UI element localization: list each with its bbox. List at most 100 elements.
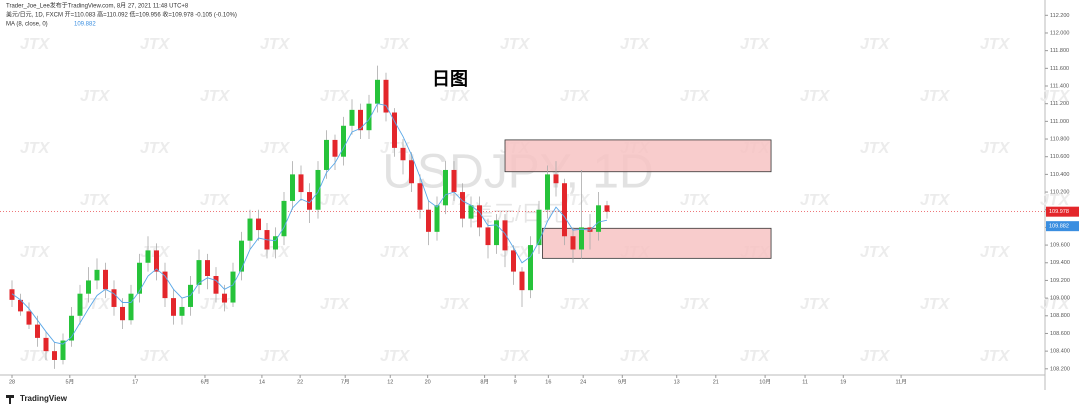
candle-body — [579, 227, 584, 250]
y-tick-label: 111.600 — [1050, 66, 1069, 72]
x-tick-label: 13 — [674, 379, 680, 385]
candle-body — [298, 174, 304, 193]
candle-body — [213, 276, 219, 294]
x-tick-label: 6月 — [201, 378, 210, 385]
y-tick-label: 109.600 — [1050, 243, 1070, 249]
candle-body — [103, 269, 108, 290]
x-tick-label: 19 — [840, 379, 846, 385]
ma-price-box — [1046, 221, 1079, 232]
candle-body — [502, 220, 508, 251]
x-tick-label: 16 — [545, 379, 551, 385]
candle-body — [9, 289, 15, 300]
y-tick-label: 112.200 — [1050, 13, 1069, 19]
x-tick-label: 9 — [514, 379, 517, 385]
x-tick-label: 8月 — [480, 378, 489, 385]
candle-body — [196, 260, 202, 285]
candle-body — [26, 311, 32, 325]
symbol-subtitle: 美元/日元 — [471, 201, 565, 226]
candle-body — [205, 260, 210, 277]
watermark: JTX — [980, 140, 1011, 157]
watermark: JTX — [440, 296, 471, 313]
watermark: JTX — [740, 348, 771, 365]
watermark: JTX — [920, 88, 951, 105]
candle-body — [307, 192, 312, 210]
ma-value: 109.882 — [74, 22, 96, 28]
candle-body — [145, 250, 151, 263]
x-tick-label: 11 — [802, 379, 808, 385]
candle-body — [281, 200, 287, 237]
watermark: JTX — [200, 88, 231, 105]
candle-body — [434, 205, 440, 232]
candle-body — [43, 337, 49, 352]
watermark: JTX — [860, 36, 891, 53]
watermark: JTX — [380, 348, 411, 365]
watermark: JTX — [320, 296, 351, 313]
candle-body — [341, 125, 346, 157]
watermark: JTX — [260, 140, 291, 157]
candle-body — [273, 236, 278, 250]
candle-body — [375, 79, 380, 104]
candle-body — [519, 271, 525, 291]
x-tick-label: 17 — [132, 379, 138, 385]
x-tick-label: 21 — [713, 379, 719, 385]
candle-body — [179, 306, 185, 316]
candle-body — [383, 79, 389, 113]
candle-body — [562, 183, 567, 237]
candle-body — [94, 269, 100, 281]
x-tick-label: 7月 — [341, 378, 350, 385]
candle-body — [128, 293, 134, 321]
y-tick-label: 112.000 — [1050, 30, 1069, 36]
candle-body — [485, 227, 491, 246]
watermark: JTX — [680, 88, 711, 105]
y-tick-label: 110.600 — [1050, 154, 1069, 160]
candle-body — [290, 174, 295, 201]
candle-body — [358, 109, 363, 131]
x-tick-label: 14 — [259, 379, 265, 385]
watermark: JTX — [260, 348, 291, 365]
watermark: JTX — [20, 348, 51, 365]
watermark: JTX — [440, 88, 471, 105]
watermark: JTX — [560, 296, 591, 313]
last-price-box — [1046, 206, 1079, 217]
watermark: JTX — [80, 192, 111, 209]
watermark: JTX — [980, 348, 1011, 365]
watermark: JTX — [380, 244, 411, 261]
x-tick-label: 12 — [387, 379, 393, 385]
candle-body — [366, 103, 372, 131]
watermark: JTX — [1040, 296, 1071, 313]
watermark: JTX — [200, 192, 231, 209]
x-tick-label: 9月 — [618, 378, 627, 385]
y-tick-label: 110.800 — [1050, 136, 1069, 142]
watermark: JTX — [800, 296, 831, 313]
candle-body — [409, 160, 414, 184]
header-line: Trader_Joe_Lee发布于TradingView.com, 8月 27,… — [6, 2, 189, 10]
header-line: MA (8, close, 0) — [6, 22, 48, 28]
candle-body — [315, 169, 321, 210]
x-tick-label: 24 — [580, 379, 586, 385]
y-tick-label: 108.200 — [1050, 366, 1070, 372]
watermark: JTX — [620, 36, 651, 53]
candle-body — [545, 174, 550, 210]
watermark: JTX — [20, 140, 51, 157]
y-tick-label: 111.800 — [1050, 48, 1069, 54]
watermark: JTX — [380, 36, 411, 53]
candle-body — [494, 220, 499, 246]
y-tick-label: 108.800 — [1050, 313, 1070, 319]
candle-body — [349, 109, 355, 126]
watermark: JTX — [500, 348, 531, 365]
candle-body — [18, 299, 23, 312]
candle-body — [120, 306, 125, 321]
candle-body — [86, 280, 91, 294]
zone — [542, 227, 772, 259]
candle-body — [417, 183, 423, 210]
candle-body — [426, 209, 431, 232]
candle-body — [570, 236, 576, 250]
watermark: JTX — [140, 348, 171, 365]
watermark: JTX — [320, 88, 351, 105]
candle-body — [477, 205, 482, 228]
x-tick-label: 10月 — [759, 378, 771, 385]
candle-body — [468, 205, 474, 219]
y-tick-label: 111.400 — [1050, 83, 1069, 89]
